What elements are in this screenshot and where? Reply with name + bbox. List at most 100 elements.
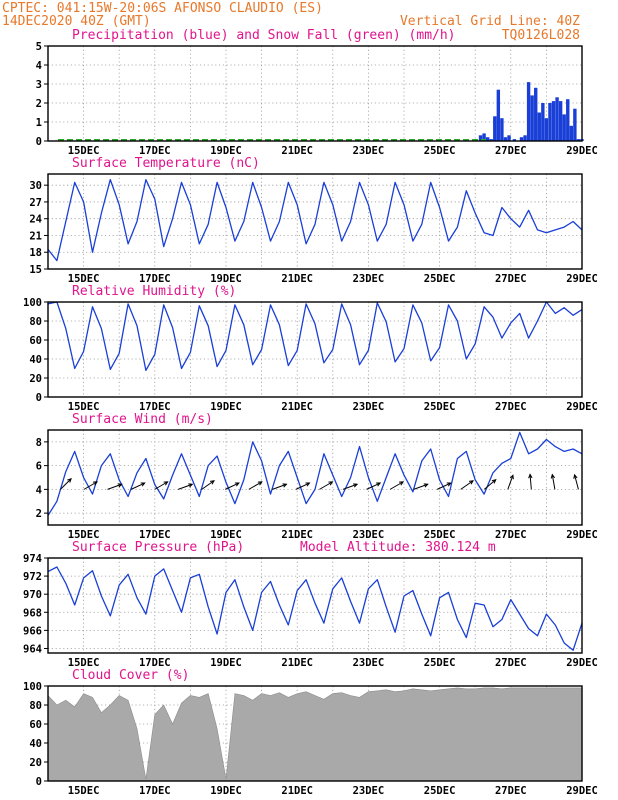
temperature-frame: [47, 173, 583, 270]
humidity-xtick-label: 21DEC: [281, 401, 313, 413]
wind-arrow-shaft: [551, 474, 556, 490]
cloud-ytick-label: 0: [36, 776, 42, 788]
wind-arrow: [295, 482, 311, 490]
temperature-xtick-label: 23DEC: [353, 273, 385, 285]
cloud-ytick-label: 80: [29, 700, 42, 712]
precip-bar: [485, 137, 490, 141]
wind-arrow-head: [573, 473, 578, 479]
wind-arrow-shaft: [460, 480, 474, 490]
wind-arrow-head: [399, 481, 405, 486]
humidity-ytick-label: 100: [23, 297, 42, 309]
wind-arrow-shaft: [529, 474, 532, 490]
wind-xtick-label: 19DEC: [210, 529, 242, 541]
wind-arrow-head: [163, 481, 169, 486]
pressure-xtick-label: 25DEC: [424, 657, 456, 669]
pressure-xtick-label: 17DEC: [139, 657, 171, 669]
wind-xtick-label: 17DEC: [139, 529, 171, 541]
precip-bar: [519, 137, 524, 141]
precip-xtick-label: 23DEC: [353, 145, 385, 157]
pressure-xtick-label: 15DEC: [68, 657, 100, 669]
cloud-title: Cloud Cover (%): [72, 668, 189, 683]
wind-arrow-head: [92, 481, 98, 486]
precip-panel: 0 1 2 3 4 5 15DEC 17DEC 19DEC 21DEC 23DEC 25DEC 27DE…: [36, 41, 598, 157]
precip-bar: [500, 118, 504, 141]
cloud-xtick-label: 15DEC: [68, 785, 100, 797]
wind-arrow-head: [376, 482, 382, 487]
precip-bar: [482, 133, 486, 141]
humidity-ytick-label: 0: [36, 392, 42, 404]
wind-arrow: [550, 473, 556, 490]
pressure-ytick-label: 968: [23, 607, 42, 619]
pressure-ytick-label: 970: [23, 589, 42, 601]
pressure-xtick-label: 29DEC: [566, 657, 598, 669]
wind-arrow: [342, 483, 359, 490]
pressure-xtick-label: 27DEC: [495, 657, 527, 669]
wind-arrow: [413, 483, 429, 490]
precip-frame: [47, 45, 583, 142]
wind-arrow-head: [509, 474, 514, 480]
humidity-ytick-label: 80: [29, 316, 42, 328]
wind-arrow-head: [67, 477, 72, 483]
precip-bar: [503, 137, 508, 141]
wind-arrow: [178, 483, 194, 490]
wind-arrow: [154, 481, 169, 490]
pressure-xtick-label: 19DEC: [210, 657, 242, 669]
wind-arrow: [107, 483, 123, 490]
pressure-frame: [47, 557, 583, 654]
wind-line: [47, 431, 583, 516]
precip-xtick-label: 27DEC: [495, 145, 527, 157]
wind-ytick-label: 6: [36, 461, 42, 473]
wind-arrow-shaft: [225, 482, 240, 490]
precip-bar: [493, 116, 497, 141]
precip-bar: [573, 108, 577, 141]
wind-arrow-head: [188, 483, 194, 488]
pressure-line: [47, 566, 583, 651]
wind-arrow-shaft: [413, 483, 428, 490]
humidity-line: [47, 301, 583, 372]
wind-arrow-shaft: [154, 481, 168, 490]
precip-bar: [551, 101, 556, 141]
precip-ytick-label: 4: [36, 60, 42, 72]
humidity-ytick-label: 60: [29, 335, 42, 347]
pressure-xtick-label: 23DEC: [353, 657, 385, 669]
cloud-panel: 0 20 40 60 80 100 15DEC 17DEC 19DEC 21DEC 23DEC 25D…: [23, 681, 598, 797]
wind-xtick-label: 23DEC: [353, 529, 385, 541]
wind-xtick-label: 21DEC: [281, 529, 313, 541]
precip-bar: [530, 95, 534, 141]
precip-ytick-label: 0: [36, 136, 42, 148]
precip-xtick-label: 17DEC: [139, 145, 171, 157]
wind-arrow-head: [282, 483, 288, 488]
humidity-xtick-label: 15DEC: [68, 401, 100, 413]
pressure-ytick-label: 966: [23, 625, 42, 637]
wind-arrow: [389, 481, 405, 490]
precip-bar: [526, 82, 531, 141]
temperature-xtick-label: 17DEC: [139, 273, 171, 285]
wind-arrow-shaft: [342, 483, 358, 490]
wind-arrow-head: [234, 482, 240, 487]
wind-arrow-shaft: [130, 482, 145, 490]
cloud-ytick-label: 100: [23, 681, 42, 693]
humidity-ytick-label: 40: [29, 354, 42, 366]
wind-arrow-shaft: [366, 482, 381, 490]
humidity-frame: [47, 301, 583, 398]
wind-arrow: [483, 478, 497, 490]
panels-layer: 0 1 2 3 4 5 15DEC 17DEC 19DEC 21DEC 23DEC 25DEC 27DE…: [23, 41, 598, 797]
wind-arrow-shaft: [319, 481, 333, 490]
temperature-ytick-label: 18: [29, 247, 42, 259]
precip-ytick-label: 3: [36, 79, 42, 91]
wind-arrow: [436, 482, 452, 490]
wind-arrow-shaft: [574, 474, 579, 490]
temperature-xtick-label: 25DEC: [424, 273, 456, 285]
precip-bar: [523, 135, 527, 141]
temperature-ytick-label: 24: [29, 214, 42, 226]
wind-arrow-shaft: [60, 478, 72, 490]
wind-xtick-label: 15DEC: [68, 529, 100, 541]
precip-bar: [548, 103, 552, 141]
wind-arrow-head: [423, 483, 429, 488]
wind-ytick-label: 8: [36, 437, 42, 449]
temperature-ytick-label: 30: [29, 180, 42, 192]
wind-arrow: [60, 477, 72, 490]
wind-arrow-head: [446, 482, 452, 487]
humidity-xtick-label: 19DEC: [210, 401, 242, 413]
